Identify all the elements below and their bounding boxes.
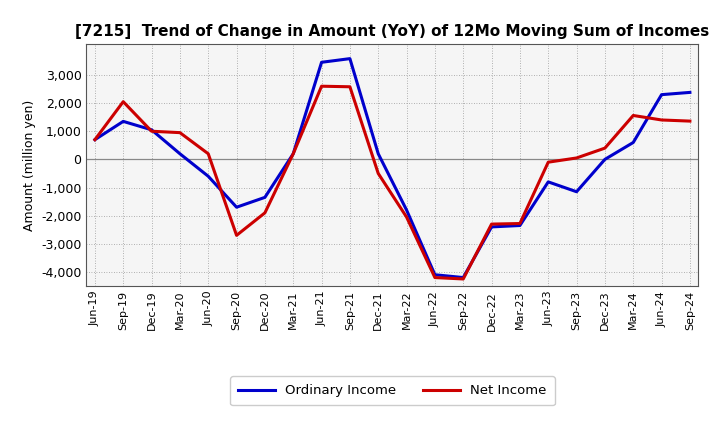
Ordinary Income (629, 140, 637, 145)
Ordinary Income (233, 205, 241, 210)
Net Income (119, 99, 127, 104)
Net Income (289, 151, 297, 156)
Net Income (516, 221, 524, 226)
Net Income (572, 155, 581, 161)
Ordinary Income (119, 119, 127, 124)
Ordinary Income (176, 151, 184, 156)
Y-axis label: Amount (million yen): Amount (million yen) (22, 99, 35, 231)
Net Income (91, 137, 99, 142)
Net Income (346, 84, 354, 89)
Net Income (318, 84, 326, 89)
Ordinary Income (459, 275, 467, 280)
Net Income (657, 117, 666, 123)
Net Income (233, 233, 241, 238)
Ordinary Income (318, 60, 326, 65)
Line: Ordinary Income: Ordinary Income (95, 59, 690, 278)
Net Income (600, 146, 609, 151)
Net Income (629, 113, 637, 118)
Ordinary Income (600, 157, 609, 162)
Ordinary Income (685, 90, 694, 95)
Ordinary Income (148, 127, 156, 132)
Ordinary Income (431, 272, 439, 277)
Title: [7215]  Trend of Change in Amount (YoY) of 12Mo Moving Sum of Incomes: [7215] Trend of Change in Amount (YoY) o… (76, 24, 709, 39)
Ordinary Income (261, 195, 269, 200)
Net Income (459, 276, 467, 282)
Ordinary Income (289, 151, 297, 156)
Ordinary Income (516, 223, 524, 228)
Ordinary Income (346, 56, 354, 61)
Ordinary Income (374, 151, 382, 156)
Net Income (374, 171, 382, 176)
Net Income (431, 275, 439, 280)
Net Income (176, 130, 184, 135)
Net Income (544, 160, 552, 165)
Net Income (402, 214, 411, 220)
Ordinary Income (544, 179, 552, 184)
Net Income (148, 128, 156, 134)
Net Income (261, 210, 269, 216)
Ordinary Income (402, 207, 411, 213)
Ordinary Income (657, 92, 666, 97)
Ordinary Income (487, 224, 496, 230)
Net Income (487, 221, 496, 227)
Ordinary Income (204, 174, 212, 179)
Legend: Ordinary Income, Net Income: Ordinary Income, Net Income (230, 376, 555, 405)
Ordinary Income (572, 189, 581, 194)
Line: Net Income: Net Income (95, 86, 690, 279)
Ordinary Income (91, 137, 99, 142)
Net Income (685, 118, 694, 124)
Net Income (204, 151, 212, 156)
